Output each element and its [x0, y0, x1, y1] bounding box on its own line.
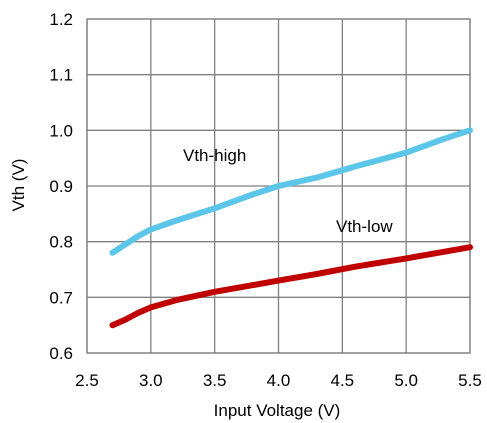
y-tick-label-3: 0.9: [49, 177, 73, 196]
y-axis-title: Vth (V): [9, 159, 28, 212]
x-tick-label-1: 3.0: [139, 371, 163, 390]
y-tick-label-4: 1.0: [49, 121, 73, 140]
x-tick-label-3: 4.0: [267, 371, 291, 390]
series-label-vth-high: Vth-high: [183, 146, 246, 165]
y-tick-label-6: 1.2: [49, 10, 73, 29]
y-tick-label-0: 0.6: [49, 344, 73, 363]
x-tick-label-4: 4.5: [331, 371, 355, 390]
x-axis-ticks: 2.5 3.0 3.5 4.0 4.5 5.0 5.5: [75, 371, 482, 390]
series-line-vth-high: [109, 127, 473, 256]
y-tick-label-5: 1.1: [49, 66, 73, 85]
y-tick-label-1: 0.7: [49, 288, 73, 307]
x-tick-label-2: 3.5: [203, 371, 227, 390]
plot-border: [86, 18, 471, 354]
series-layer: [109, 127, 473, 329]
x-tick-label-6: 5.5: [458, 371, 482, 390]
grid: [86, 18, 471, 354]
y-tick-label-2: 0.8: [49, 233, 73, 252]
x-tick-label-5: 5.0: [394, 371, 418, 390]
x-axis-title: Input Voltage (V): [214, 401, 341, 420]
series-line-vth-low: [109, 244, 473, 329]
x-tick-label-0: 2.5: [75, 371, 99, 390]
series-label-vth-low: Vth-low: [336, 217, 393, 236]
y-axis-ticks: 0.6 0.7 0.8 0.9 1.0 1.1 1.2: [49, 10, 73, 363]
